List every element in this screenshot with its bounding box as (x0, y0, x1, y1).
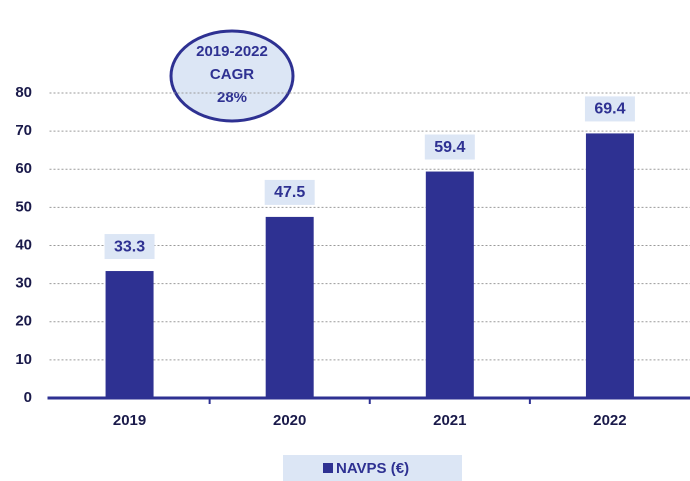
annotation-text: CAGR (210, 66, 254, 83)
data-label-bg (264, 179, 315, 205)
x-tick-label: 2022 (593, 412, 626, 429)
data-label: 59.4 (434, 139, 465, 156)
data-label-bg (424, 134, 475, 160)
y-tick-label: 20 (15, 313, 32, 330)
y-tick-label: 30 (15, 275, 32, 292)
data-label-bg (584, 96, 635, 122)
y-tick-label: 0 (24, 389, 32, 406)
bar (105, 271, 154, 398)
legend-label: NAVPS (€) (336, 460, 409, 477)
bar (425, 171, 474, 398)
legend-swatch (323, 463, 333, 473)
annotation-text: 2019-2022 (196, 43, 268, 60)
x-tick-label: 2019 (113, 412, 146, 429)
annotation-oval (169, 29, 295, 123)
y-tick-label: 40 (15, 236, 32, 253)
data-label: 47.5 (274, 184, 305, 201)
annotation-text: 28% (217, 89, 247, 106)
y-tick-label: 50 (15, 198, 32, 215)
y-tick-label: 60 (15, 160, 32, 177)
x-tick-label: 2020 (273, 412, 306, 429)
bar (585, 133, 634, 398)
y-tick-label: 70 (15, 122, 32, 139)
data-label-bg (104, 234, 155, 260)
bar (265, 216, 314, 398)
legend-bg (283, 455, 462, 481)
data-label: 69.4 (594, 101, 625, 118)
y-tick-label: 80 (15, 84, 32, 101)
data-label: 33.3 (114, 238, 145, 255)
x-tick-label: 2021 (433, 412, 466, 429)
y-tick-label: 10 (15, 351, 32, 368)
